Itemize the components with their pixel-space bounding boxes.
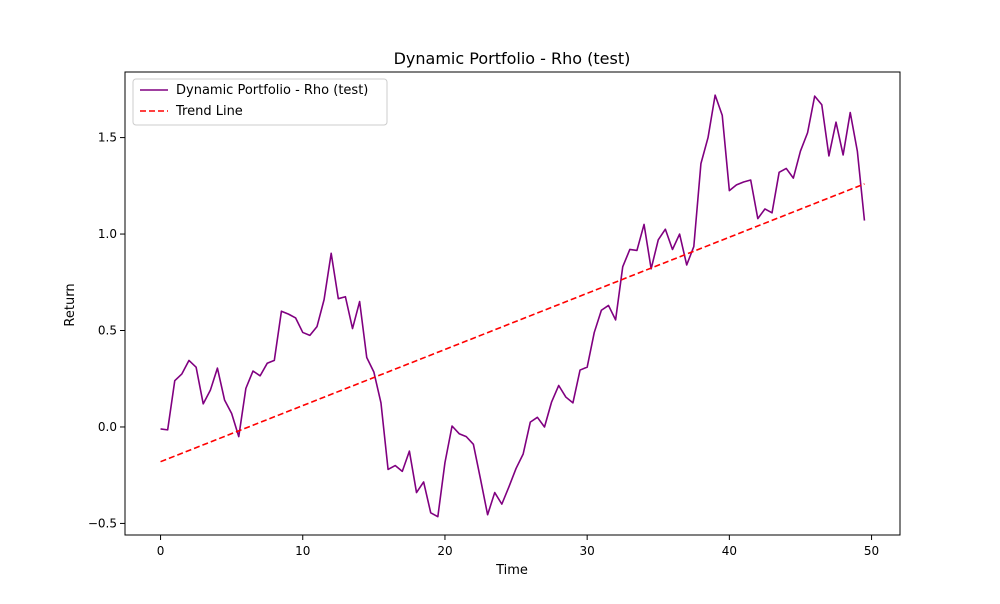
chart-title: Dynamic Portfolio - Rho (test) [394, 49, 631, 68]
x-tick-label: 50 [864, 544, 879, 558]
legend-label: Dynamic Portfolio - Rho (test) [176, 83, 368, 98]
x-tick-label: 20 [437, 544, 452, 558]
x-tick-label: 40 [722, 544, 737, 558]
plot-frame [124, 71, 901, 536]
x-tick-label: 10 [295, 544, 310, 558]
trend-line [160, 183, 865, 463]
y-tick-label: 0.0 [98, 420, 117, 434]
plot-area: 0 10 20 30 40 50 −0.5 0.0 0.5 1.0 1.5 [88, 71, 901, 558]
x-axis-label: Time [495, 563, 528, 578]
legend: Dynamic Portfolio - Rho (test) Trend Line [132, 78, 388, 126]
y-tick-label: 0.5 [98, 324, 117, 338]
legend-frame [132, 78, 388, 126]
y-tick-label: 1.0 [98, 227, 117, 241]
x-tick-label: 0 [157, 544, 165, 558]
y-axis-label: Return [63, 283, 78, 326]
x-tick-label: 30 [580, 544, 595, 558]
portfolio-return-line [160, 94, 866, 518]
legend-label: Trend Line [175, 104, 243, 119]
y-tick-label: −0.5 [88, 516, 117, 530]
y-tick-label: 1.5 [98, 131, 117, 145]
